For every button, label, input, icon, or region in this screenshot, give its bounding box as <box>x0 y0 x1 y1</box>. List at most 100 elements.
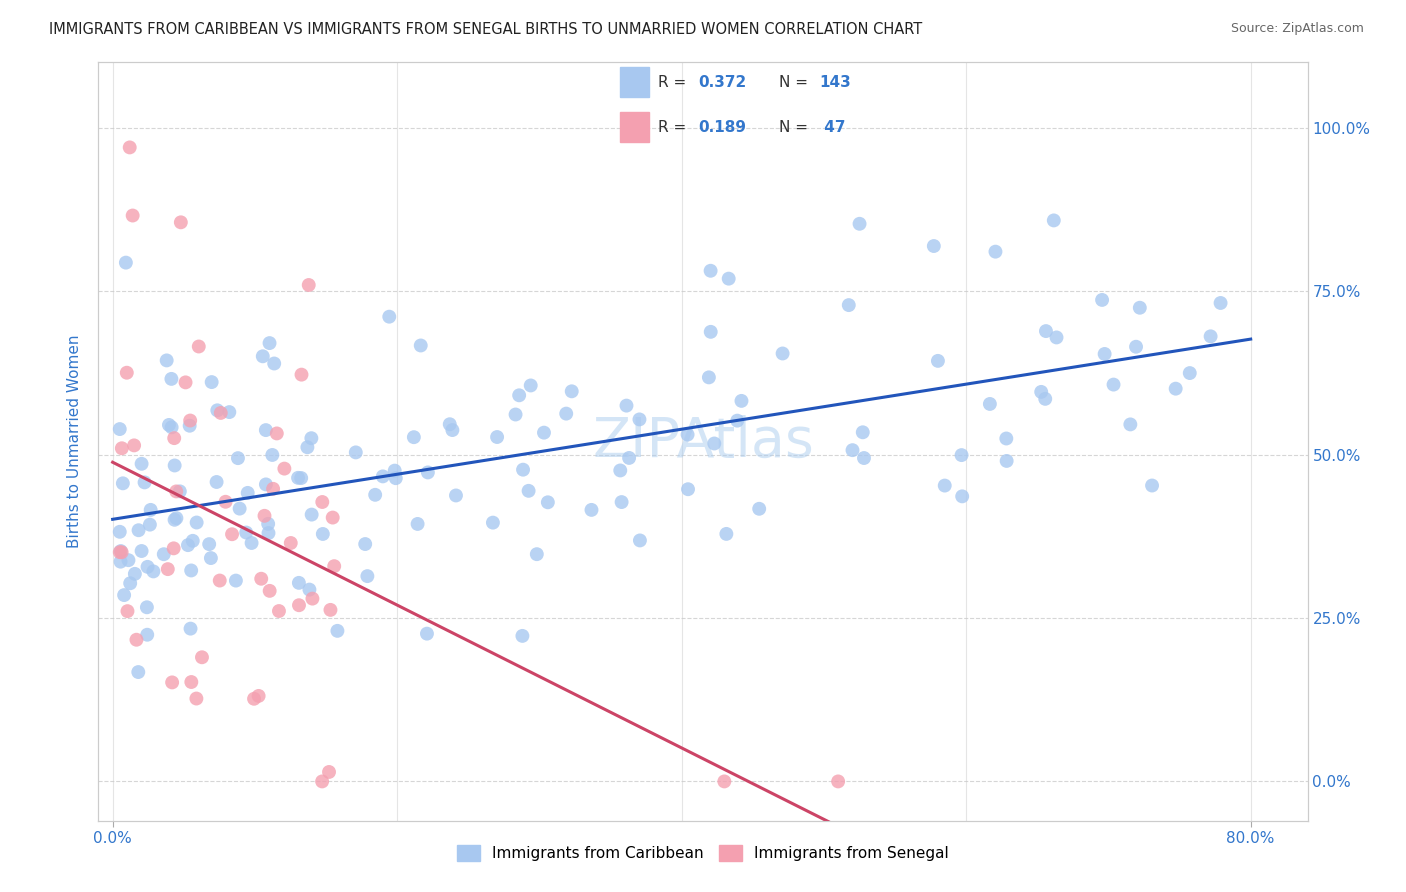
Point <box>136 559 159 574</box>
Point <box>402 430 425 444</box>
Point <box>364 488 387 502</box>
Point <box>108 422 131 436</box>
Point <box>128 523 150 537</box>
Point <box>266 426 288 441</box>
Point <box>170 215 193 229</box>
Point <box>439 417 461 432</box>
Point <box>950 448 973 462</box>
Point <box>165 511 187 525</box>
Point <box>257 516 280 531</box>
Point <box>191 650 214 665</box>
Point <box>1033 392 1056 406</box>
Point <box>322 510 344 524</box>
Point <box>214 495 236 509</box>
Point <box>118 140 141 154</box>
Point <box>236 486 259 500</box>
Point <box>165 484 187 499</box>
Point <box>181 533 204 548</box>
Point <box>616 399 638 413</box>
Point <box>108 545 131 559</box>
Point <box>163 458 186 473</box>
Point <box>124 566 146 581</box>
Point <box>318 764 340 779</box>
Text: 0.372: 0.372 <box>699 75 747 90</box>
Point <box>115 255 138 269</box>
Point <box>280 536 302 550</box>
Point <box>254 477 277 491</box>
Point <box>163 541 186 556</box>
Point <box>676 427 699 442</box>
Point <box>142 565 165 579</box>
Point <box>186 691 208 706</box>
FancyBboxPatch shape <box>620 112 650 142</box>
Point <box>979 397 1001 411</box>
Text: Source: ZipAtlas.com: Source: ZipAtlas.com <box>1230 22 1364 36</box>
Point <box>311 495 333 509</box>
Point <box>384 464 406 478</box>
Point <box>848 217 870 231</box>
Point <box>207 403 229 417</box>
Point <box>179 413 201 427</box>
Point <box>179 418 201 433</box>
Point <box>112 588 135 602</box>
Point <box>139 517 162 532</box>
Point <box>152 547 174 561</box>
Point <box>725 414 748 428</box>
Point <box>117 553 139 567</box>
Point <box>218 405 240 419</box>
Text: R =: R = <box>658 120 690 135</box>
Point <box>135 600 157 615</box>
Point <box>288 575 311 590</box>
Point <box>226 451 249 466</box>
Point <box>378 310 401 324</box>
Point <box>290 368 312 382</box>
Point <box>628 533 651 548</box>
Point <box>356 569 378 583</box>
Point <box>177 538 200 552</box>
Point <box>262 482 284 496</box>
Point <box>852 450 875 465</box>
Point <box>111 476 134 491</box>
Point <box>111 442 134 456</box>
Point <box>610 495 633 509</box>
Point <box>676 482 699 496</box>
Point <box>922 239 945 253</box>
Point <box>508 388 530 402</box>
Point <box>927 354 949 368</box>
Point <box>111 545 134 559</box>
Point <box>208 574 231 588</box>
Point <box>287 471 309 485</box>
Text: N =: N = <box>779 75 813 90</box>
Text: N =: N = <box>779 120 813 135</box>
Point <box>482 516 505 530</box>
Point <box>298 278 321 293</box>
Point <box>187 339 209 353</box>
Point <box>1164 382 1187 396</box>
Point <box>267 604 290 618</box>
Point <box>156 353 179 368</box>
Point <box>225 574 247 588</box>
Y-axis label: Births to Unmarried Women: Births to Unmarried Women <box>67 334 83 549</box>
Point <box>344 445 367 459</box>
Point <box>1178 366 1201 380</box>
Point <box>1119 417 1142 432</box>
Point <box>323 559 346 574</box>
Point <box>301 508 323 522</box>
Point <box>526 547 548 561</box>
Point <box>697 370 720 384</box>
Point <box>519 378 541 392</box>
Point <box>108 524 131 539</box>
Point <box>186 516 208 530</box>
Point <box>555 407 578 421</box>
Point <box>730 393 752 408</box>
Point <box>221 527 243 541</box>
Point <box>416 626 439 640</box>
Point <box>298 582 321 597</box>
Point <box>512 463 534 477</box>
Point <box>115 366 138 380</box>
Point <box>984 244 1007 259</box>
Point <box>169 484 191 499</box>
Text: R =: R = <box>658 75 690 90</box>
Point <box>486 430 509 444</box>
Point <box>841 443 863 458</box>
